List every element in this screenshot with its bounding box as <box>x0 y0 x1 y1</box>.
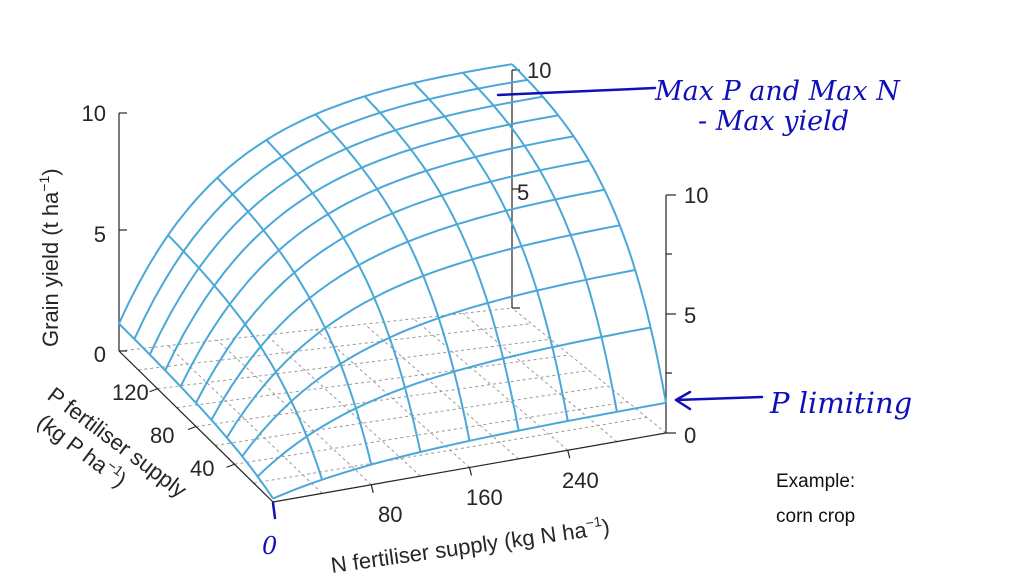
back-tick-5: 5 <box>517 180 529 205</box>
p-limiting-arrow-head <box>674 390 692 411</box>
floor-grid-line <box>413 318 569 451</box>
surface-line-const-p <box>133 78 528 340</box>
origin-mark <box>271 501 277 520</box>
surface-line-const-n <box>265 139 422 453</box>
yield-surface <box>118 63 667 500</box>
n-axis-tick <box>370 484 374 493</box>
surface-line-const-p <box>179 135 574 387</box>
right-tick-5: 5 <box>684 303 696 328</box>
p-axis-tick <box>187 425 197 431</box>
example-line2: corn crop <box>776 506 855 527</box>
p-tick-120: 120 <box>112 380 149 405</box>
floor-grid-line <box>266 334 421 477</box>
surface-line-const-n <box>118 322 274 500</box>
p-axis-tick <box>149 388 158 393</box>
n-tick-160: 160 <box>466 485 503 510</box>
surface-line-const-n <box>511 63 667 403</box>
surface-line-const-n <box>314 113 471 441</box>
n-axis-tick <box>468 467 473 476</box>
n-axis-tick <box>567 450 571 459</box>
z-tick-10: 10 <box>82 101 106 126</box>
floor-grid-line <box>157 338 551 390</box>
p-tick-80: 80 <box>150 423 174 448</box>
floor-grid-line <box>234 401 628 465</box>
p-limiting-arrow-shaft <box>674 395 764 402</box>
surface-line-const-p <box>164 114 559 371</box>
right-tick-0: 0 <box>684 423 696 448</box>
p-limiting-annotation: P limiting <box>769 386 912 420</box>
z-tick-5: 5 <box>94 222 106 247</box>
max-annotation-line2: - Max yield <box>698 106 849 137</box>
z-tick-0: 0 <box>94 342 106 367</box>
right-tick-10: 10 <box>684 183 708 208</box>
n-tick-240: 240 <box>562 468 599 493</box>
surface-line-const-p <box>241 269 636 457</box>
n-axis-label: N fertiliser supply (kg N ha−1) <box>329 512 611 578</box>
surface-line-const-n <box>413 82 569 422</box>
p-axis-tick <box>226 463 235 468</box>
p-tick-40: 40 <box>190 456 214 481</box>
example-line1: Example: <box>776 471 855 492</box>
back-tick-10: 10 <box>527 58 551 83</box>
max-annotation-line <box>496 86 657 97</box>
p-axis-label: P fertiliser supply (kg P ha−1) <box>33 382 192 503</box>
n-tick-80: 80 <box>378 502 402 527</box>
surface-line-const-n <box>363 95 520 431</box>
surface-line-const-p <box>195 159 590 404</box>
max-annotation-line1: Max P and Max N <box>654 76 901 107</box>
surface-line-const-p <box>118 63 513 325</box>
surface-line-const-n <box>216 177 373 465</box>
surface-line-const-p <box>148 95 543 356</box>
surface-line-const-n <box>462 72 618 412</box>
floor-grid-line <box>216 339 372 486</box>
axes <box>118 69 676 503</box>
origin-label: 0 <box>262 532 277 560</box>
floor-grid-line <box>195 370 590 427</box>
surface-line-const-n <box>167 234 324 481</box>
floor-grid-line <box>462 312 618 443</box>
z-axis-label: Grain yield (t ha−1) <box>36 168 63 347</box>
